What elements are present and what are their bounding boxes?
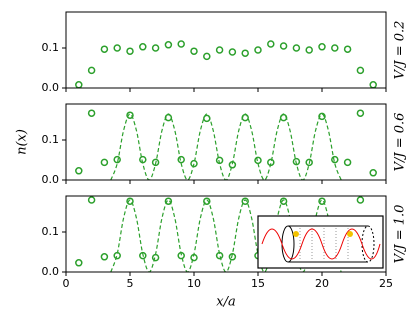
frame (65, 195, 387, 273)
marker (292, 44, 301, 52)
marker (113, 44, 121, 52)
atom (293, 231, 299, 237)
inset (257, 215, 384, 269)
marker (87, 196, 96, 204)
panel-label: V/J = 0.2 (393, 21, 408, 80)
marker (151, 158, 160, 167)
marker (87, 66, 96, 75)
marker (139, 251, 147, 260)
atom (347, 231, 353, 237)
x-tick-label: 0 (63, 277, 70, 290)
x-tick-label: 25 (379, 277, 393, 290)
marker (369, 169, 377, 177)
marker (215, 251, 224, 260)
marker (151, 253, 160, 262)
marker (139, 155, 147, 164)
marker (331, 155, 339, 164)
marker (113, 251, 121, 260)
wave (261, 228, 381, 260)
marker (203, 114, 211, 123)
marker (164, 113, 173, 122)
marker (241, 113, 249, 122)
y-tick-label: 0.0 (42, 265, 60, 278)
y-tick-label: 0.0 (42, 81, 60, 94)
marker (267, 158, 275, 167)
marker (279, 113, 288, 122)
marker (241, 197, 249, 205)
marker (318, 197, 326, 205)
marker (254, 156, 262, 165)
inset-frame (257, 215, 384, 269)
panel-label: V/J = 1.0 (393, 205, 408, 264)
marker (75, 259, 83, 267)
marker (75, 81, 83, 89)
marker (177, 40, 185, 48)
marker (126, 47, 134, 55)
marker (203, 197, 211, 205)
marker (215, 156, 224, 165)
marker (139, 43, 147, 51)
marker (126, 111, 134, 119)
marker (305, 158, 313, 167)
marker (356, 109, 365, 117)
marker (113, 155, 121, 164)
marker (75, 167, 83, 175)
lattice (299, 228, 349, 260)
marker (369, 81, 377, 89)
marker (356, 66, 365, 75)
marker (356, 196, 365, 204)
marker (100, 253, 109, 261)
y-tick-label: 0.1 (42, 225, 60, 238)
cyl-end (361, 225, 375, 263)
marker (87, 109, 96, 117)
marker (164, 197, 173, 205)
y-tick-label: 0.1 (42, 133, 60, 146)
marker (228, 253, 237, 261)
marker (228, 161, 237, 169)
frame (65, 103, 387, 181)
fit-curve (110, 113, 342, 180)
marker (318, 112, 326, 121)
marker (292, 157, 301, 166)
plot-area (110, 113, 342, 180)
marker (267, 40, 275, 48)
x-tick-label: 20 (315, 277, 329, 290)
marker (100, 45, 109, 53)
marker (203, 52, 211, 61)
x-tick-label: 5 (127, 277, 134, 290)
marker (279, 197, 288, 205)
marker (100, 158, 109, 167)
marker (305, 46, 313, 54)
x-axis-label: x/a (216, 295, 235, 310)
marker (190, 47, 198, 55)
marker (177, 155, 185, 164)
marker (343, 158, 352, 167)
y-axis-label: n(x) (15, 129, 30, 155)
marker (241, 49, 249, 57)
marker (254, 46, 262, 54)
x-tick-label: 10 (187, 277, 201, 290)
marker (228, 48, 237, 56)
marker (190, 159, 198, 168)
panel-label: V/J = 0.6 (393, 113, 408, 172)
y-tick-label: 0.1 (42, 41, 60, 54)
y-tick-label: 0.0 (42, 173, 60, 186)
marker (151, 44, 160, 52)
marker (164, 41, 173, 49)
marker (279, 42, 288, 50)
marker (215, 46, 224, 54)
marker (318, 43, 326, 51)
marker (190, 253, 198, 262)
frame (65, 11, 387, 89)
marker (126, 197, 134, 205)
marker (177, 251, 185, 260)
marker (331, 44, 339, 52)
x-tick-label: 15 (251, 277, 265, 290)
marker (343, 45, 352, 53)
